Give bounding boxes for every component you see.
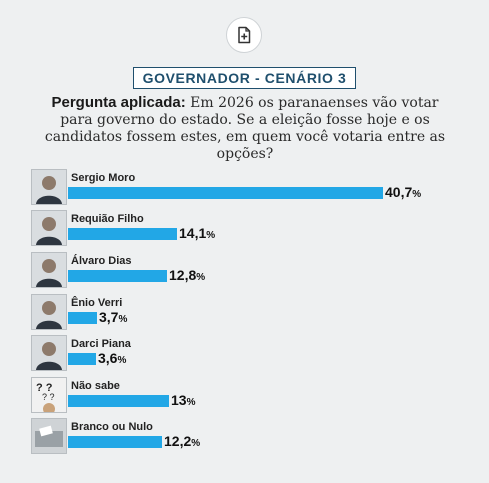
- chart-title: GOVERNADOR - CENÁRIO 3: [133, 67, 356, 89]
- person-photo-icon: [31, 294, 67, 330]
- chart-row: Branco ou Nulo 12,2%: [31, 418, 471, 454]
- chart-row: Álvaro Dias 12,8%: [31, 252, 471, 288]
- category-label: Não sabe: [71, 380, 120, 392]
- value-unit: %: [196, 272, 206, 283]
- value-unit: %: [191, 438, 201, 449]
- chart-row: Sergio Moro 40,7%: [31, 169, 471, 205]
- value-label: 14,1%: [179, 225, 215, 241]
- category-label: Ênio Verri: [71, 297, 123, 309]
- chart-title-text: GOVERNADOR - CENÁRIO 3: [142, 70, 347, 86]
- value-unit: %: [186, 397, 196, 408]
- value-number: 13: [171, 392, 187, 408]
- chart-row: Darci Piana 3,6%: [31, 335, 471, 371]
- value-unit: %: [412, 189, 422, 200]
- category-label: Sergio Moro: [71, 172, 136, 184]
- category-label: Branco ou Nulo: [71, 421, 153, 433]
- question-text: Em 2026 os paranaenses vão votar para go…: [44, 95, 446, 162]
- value-number: 12,2: [164, 433, 192, 449]
- value-number: 14,1: [179, 225, 207, 241]
- person-photo-icon: [31, 335, 67, 371]
- bar: [68, 395, 169, 407]
- value-label: 12,2%: [164, 433, 200, 449]
- bar: [68, 436, 162, 448]
- value-number: 40,7: [385, 184, 413, 200]
- value-number: 12,8: [169, 267, 197, 283]
- value-unit: %: [118, 314, 128, 325]
- svg-text:? ?: ? ?: [36, 382, 53, 394]
- bar: [68, 353, 96, 365]
- value-label: 12,8%: [169, 267, 205, 283]
- svg-text:? ?: ? ?: [42, 392, 55, 402]
- chart-row: ? ?? ? Não sabe 13%: [31, 377, 471, 413]
- value-label: 40,7%: [385, 184, 421, 200]
- value-unit: %: [206, 230, 216, 241]
- person-photo-icon: [31, 252, 67, 288]
- add-document-icon: [238, 26, 251, 44]
- bar: [68, 270, 167, 282]
- person-photo-icon: [31, 169, 67, 205]
- bar: [68, 312, 97, 324]
- add-document-badge[interactable]: [226, 17, 262, 53]
- bar: [68, 228, 177, 240]
- question-label: Pergunta aplicada:: [51, 94, 186, 111]
- category-label: Darci Piana: [71, 338, 131, 350]
- ballot-box-icon: [31, 418, 67, 454]
- chart-row: Ênio Verri 3,7%: [31, 294, 471, 330]
- person-photo-icon: [31, 210, 67, 246]
- category-label: Álvaro Dias: [71, 255, 132, 267]
- value-number: 3,7: [99, 309, 119, 325]
- value-label: 13%: [171, 392, 195, 408]
- question-marks-icon: ? ?? ?: [31, 377, 67, 413]
- bar: [68, 187, 383, 199]
- category-label: Requião Filho: [71, 213, 144, 225]
- chart-row: Requião Filho 14,1%: [31, 210, 471, 246]
- survey-question: Pergunta aplicada: Em 2026 os paranaense…: [40, 94, 450, 163]
- value-unit: %: [117, 355, 127, 366]
- value-number: 3,6: [98, 350, 118, 366]
- value-label: 3,7%: [99, 309, 127, 325]
- value-label: 3,6%: [98, 350, 126, 366]
